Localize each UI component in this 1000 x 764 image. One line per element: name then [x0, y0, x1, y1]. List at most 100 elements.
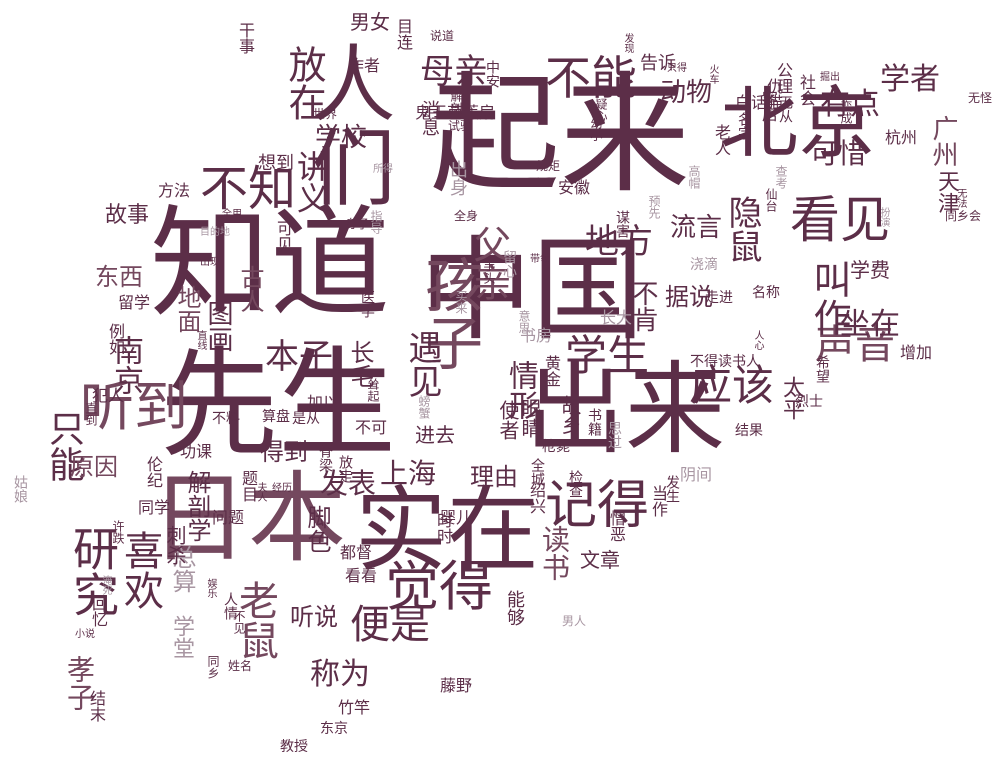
cloud-word: 犯人 [92, 386, 125, 405]
cloud-word: 无法 [955, 188, 966, 208]
cloud-word: 人心 [752, 330, 763, 350]
cloud-word: 先生 [160, 335, 397, 473]
cloud-word: 应该 [690, 361, 775, 410]
cloud-word: 太平 [779, 376, 804, 420]
cloud-word: 不肯 [628, 280, 658, 332]
cloud-word: 上海 [380, 457, 437, 490]
cloud-word: 谋害 [614, 210, 630, 238]
cloud-word: 觉得 [385, 555, 493, 618]
cloud-word: 发现 [622, 33, 633, 53]
cloud-word: 安徽 [558, 178, 591, 197]
cloud-word: 伦纪 [144, 456, 163, 488]
cloud-word: 问题 [212, 508, 245, 527]
cloud-word: 试验 [448, 119, 473, 133]
cloud-word: 姑娘 [12, 475, 28, 503]
cloud-word: 天津 [934, 170, 959, 214]
cloud-word: 故事 [105, 203, 150, 228]
cloud-word: 进去 [415, 423, 455, 447]
cloud-word: 地方 [585, 222, 653, 262]
cloud-word: 烈士 [795, 394, 823, 410]
cloud-word: 婴儿 [440, 508, 473, 527]
cloud-word: 孩子 [415, 255, 483, 371]
cloud-word: 理由 [470, 463, 518, 491]
cloud-word: 起来 [430, 59, 691, 211]
cloud-word: 当作 [649, 485, 668, 517]
cloud-word: 流言 [670, 213, 723, 243]
cloud-word: 出身 [447, 160, 468, 196]
cloud-word: 预先 [647, 195, 661, 219]
cloud-word: 幼小 [589, 117, 603, 141]
cloud-word: 长大 [600, 308, 633, 327]
cloud-word: 发表 [320, 467, 377, 500]
cloud-word: 名称 [752, 285, 780, 301]
cloud-word: 书籍 [586, 408, 602, 436]
cloud-word: 全用 [222, 209, 242, 220]
cloud-word: 思过 [606, 421, 622, 449]
cloud-word: 母亲 [420, 52, 488, 92]
cloud-word: 叫作 [807, 260, 851, 336]
cloud-word: 有点 [820, 87, 880, 122]
cloud-word: 意思 [517, 310, 531, 334]
cloud-word: 人们 [298, 40, 396, 208]
cloud-word: 消息 [419, 100, 440, 136]
cloud-word: 结果 [735, 423, 763, 439]
cloud-word: 遇见 [402, 330, 442, 398]
cloud-word: 解剖学 [183, 470, 211, 542]
cloud-word: 刺杀 [163, 525, 187, 565]
cloud-word: 留心 [501, 250, 517, 278]
cloud-word: 只得 [667, 63, 687, 74]
cloud-word: 耸起 [366, 378, 380, 402]
cloud-word: 直到 [84, 402, 98, 426]
cloud-word: 同学 [138, 498, 171, 517]
cloud-word: 规矩 [536, 159, 561, 173]
cloud-word: 眼睛 [518, 398, 542, 438]
cloud-word: 淹死 [100, 575, 111, 595]
cloud-word: 古人 [236, 265, 264, 313]
cloud-word: 不料 [212, 411, 240, 427]
cloud-word: 看看 [345, 566, 378, 585]
cloud-word: 父亲 [467, 225, 511, 301]
cloud-word: 仙台 [764, 188, 778, 212]
cloud-word: 小说 [75, 629, 95, 640]
cloud-word: 杭州 [885, 128, 918, 147]
cloud-word: 看见 [790, 191, 890, 249]
cloud-word: 枪毙 [542, 439, 570, 455]
cloud-word: 告诉 [640, 53, 676, 74]
cloud-word: 无从 [777, 95, 793, 123]
cloud-word: 同乡 [206, 655, 220, 679]
cloud-word: 买来 [454, 290, 468, 314]
cloud-word: 学费 [850, 258, 890, 282]
cloud-word: 能够 [504, 590, 525, 626]
cloud-word: 增加 [900, 343, 933, 362]
cloud-word: 地面 [173, 285, 201, 333]
cloud-word: 读书 [538, 525, 571, 581]
cloud-word: 总算 [168, 545, 196, 593]
cloud-word: 可惜 [810, 137, 867, 170]
cloud-word: 干事 [236, 22, 255, 54]
cloud-word: 社会 [797, 74, 816, 106]
cloud-word: 公理 [774, 62, 793, 94]
cloud-word: 许跌 [111, 520, 125, 544]
cloud-word: 只能 [43, 410, 84, 482]
cloud-word: 夫人 [255, 482, 266, 502]
cloud-word: 指导 [369, 210, 383, 234]
cloud-word: 东京 [320, 721, 348, 737]
cloud-word: 得到 [260, 438, 308, 466]
cloud-word: 全身 [454, 209, 479, 223]
cloud-word: 发生 [664, 475, 680, 503]
cloud-word: 听到 [80, 375, 188, 438]
cloud-word: 男人 [562, 614, 587, 628]
cloud-word: 中国 [420, 226, 644, 356]
cloud-word: 方法 [158, 181, 191, 200]
cloud-word: 记得 [545, 476, 650, 536]
cloud-word: 经历 [272, 483, 292, 494]
cloud-word: 使者 [496, 400, 520, 440]
cloud-word: 手头 [482, 260, 496, 284]
cloud-word: 浇滴 [690, 257, 718, 273]
cloud-word: 世界 [313, 107, 338, 121]
cloud-word: 说道 [430, 29, 455, 43]
cloud-word: 放在 [282, 45, 326, 121]
cloud-word: 长毛 [346, 340, 374, 388]
cloud-word: 原因 [70, 453, 118, 481]
cloud-word: 直线 [195, 330, 206, 350]
